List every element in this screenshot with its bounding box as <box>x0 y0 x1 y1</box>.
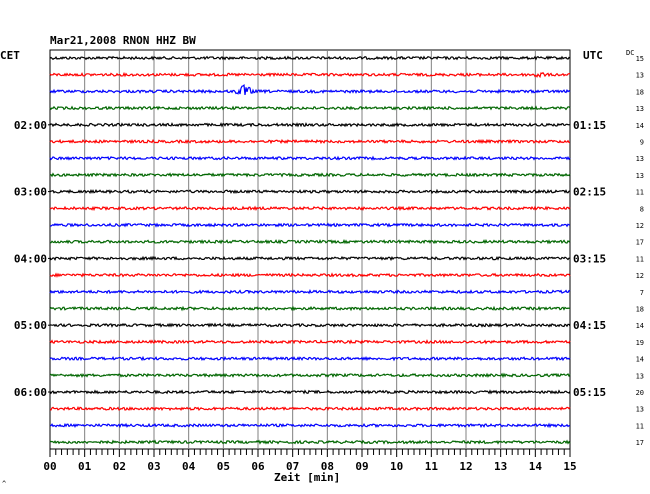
x-tick-label: 13 <box>494 460 507 473</box>
right-time-label: 04:15 <box>573 319 606 332</box>
trace-18 <box>49 355 571 362</box>
dc-value: 12 <box>636 222 644 230</box>
left-time-label: 06:00 <box>14 386 47 399</box>
x-tick-label: 04 <box>182 460 196 473</box>
trace-5 <box>49 138 571 145</box>
trace-13 <box>49 272 571 278</box>
dc-value: 18 <box>636 306 644 314</box>
dc-value: 18 <box>636 88 644 96</box>
trace-3 <box>49 105 571 111</box>
trace-17 <box>49 339 571 345</box>
x-tick-label: 00 <box>43 460 56 473</box>
trace-23 <box>49 439 571 445</box>
dc-value: 8 <box>640 205 644 213</box>
dc-value: 14 <box>636 122 644 130</box>
x-tick-label: 03 <box>147 460 160 473</box>
trace-19 <box>49 372 571 379</box>
x-axis-label: Zeit [min] <box>274 471 341 484</box>
dc-value: 13 <box>636 105 644 113</box>
cet-axis-label: CET <box>0 49 20 62</box>
x-tick-label: 09 <box>355 460 368 473</box>
left-time-label: 04:00 <box>14 252 47 265</box>
left-time-label: 02:00 <box>14 119 47 132</box>
dc-value: 11 <box>636 189 644 197</box>
dc-value: 13 <box>636 155 644 163</box>
trace-1 <box>49 71 571 79</box>
dc-value: 19 <box>636 339 644 347</box>
x-tick-label: 06 <box>251 460 265 473</box>
dc-value: 17 <box>636 239 644 247</box>
plot-frame <box>49 49 571 450</box>
trace-8 <box>49 188 571 195</box>
dc-value: 14 <box>636 322 644 330</box>
dc-value: 9 <box>640 139 644 147</box>
corner-mark: ^ <box>2 480 7 488</box>
trace-0 <box>49 55 571 61</box>
dc-value: 15 <box>636 55 644 63</box>
dc-value: 13 <box>636 406 644 414</box>
right-time-label: 05:15 <box>573 386 606 399</box>
trace-22 <box>49 422 571 429</box>
trace-7 <box>49 172 571 178</box>
dc-value: 17 <box>636 439 644 447</box>
dc-value: 13 <box>636 372 644 380</box>
trace-6 <box>49 155 571 161</box>
dc-value: 11 <box>636 255 644 263</box>
dc-value: 12 <box>636 272 644 280</box>
dc-value: 11 <box>636 422 644 430</box>
x-tick-label: 07 <box>286 460 299 473</box>
x-tick-label: 12 <box>459 460 472 473</box>
x-tick-label: 01 <box>78 460 92 473</box>
trace-9 <box>49 205 571 212</box>
utc-axis-label: UTC <box>583 49 603 62</box>
trace-16 <box>49 322 571 328</box>
trace-15 <box>49 305 571 312</box>
x-tick-label: 05 <box>217 460 230 473</box>
x-tick-label: 11 <box>425 460 439 473</box>
x-tick-label: 15 <box>563 460 576 473</box>
trace-14 <box>49 288 571 295</box>
x-tick-label: 08 <box>321 460 334 473</box>
dc-value: 14 <box>636 356 644 364</box>
right-time-label: 02:15 <box>573 186 606 199</box>
trace-10 <box>49 222 571 228</box>
chart-title: Mar21,2008 RNON HHZ BW <box>50 34 196 47</box>
left-time-label: 05:00 <box>14 319 47 332</box>
x-tick-label: 02 <box>113 460 126 473</box>
dc-value: 13 <box>636 72 644 80</box>
dc-value: 7 <box>640 289 644 297</box>
trace-20 <box>49 389 571 395</box>
dc-column-label: DC <box>626 49 635 57</box>
trace-11 <box>49 238 571 245</box>
right-time-label: 01:15 <box>573 119 606 132</box>
x-tick-label: 10 <box>390 460 403 473</box>
dc-value: 20 <box>636 389 644 397</box>
x-tick-label: 14 <box>529 460 543 473</box>
trace-4 <box>49 122 571 128</box>
right-time-label: 03:15 <box>573 252 606 265</box>
dc-value: 13 <box>636 172 644 180</box>
trace-2 <box>49 84 571 96</box>
trace-12 <box>49 255 571 262</box>
left-time-label: 03:00 <box>14 186 47 199</box>
trace-21 <box>49 405 571 412</box>
